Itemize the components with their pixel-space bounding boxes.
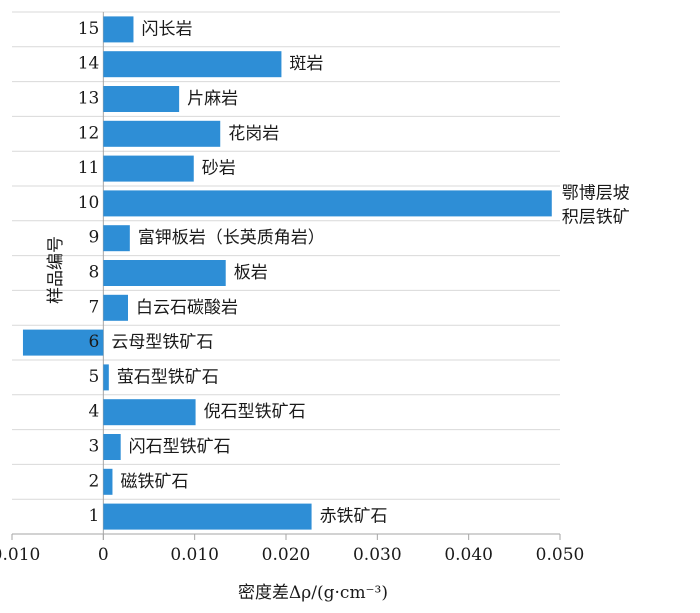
category-label: 12 <box>78 123 100 143</box>
x-axis-title-unit: Δρ/(g·cm⁻³) <box>289 583 388 603</box>
x-tick-label: 0.050 <box>536 545 585 565</box>
category-label: 1 <box>89 506 100 526</box>
category-label: 8 <box>89 263 100 283</box>
category-label: 14 <box>78 54 100 74</box>
bar <box>103 120 221 147</box>
category-label: 9 <box>89 228 100 248</box>
bar-label: 斑岩 <box>289 54 323 74</box>
bar-label: 片麻岩 <box>187 89 238 109</box>
bar <box>103 364 109 391</box>
bar-label: 云母型铁矿石 <box>111 333 213 353</box>
x-tick-label: 0.030 <box>353 545 402 565</box>
bar <box>103 399 196 426</box>
category-label: 11 <box>78 158 100 178</box>
bar <box>22 329 104 356</box>
category-label: 4 <box>89 402 100 422</box>
category-label: 7 <box>89 297 100 317</box>
bar-label: 磁铁矿石 <box>120 472 188 492</box>
bar-label: 赤铁矿石 <box>320 507 388 527</box>
bar-label: 鄂博层坡积层铁矿 <box>562 183 630 227</box>
bars <box>22 16 552 530</box>
bar-label: 富钾板岩（长英质角岩） <box>138 228 325 248</box>
bar <box>103 468 113 495</box>
x-tick-label: 0.010 <box>0 545 40 565</box>
category-label: 2 <box>89 471 100 491</box>
bar <box>103 51 282 78</box>
bar-label: 萤石型铁矿石 <box>117 367 219 387</box>
y-axis-title: 样品编号 <box>46 236 66 304</box>
x-tick-label: 0.020 <box>262 545 311 565</box>
category-label: 13 <box>78 89 100 109</box>
bar-label: 板岩 <box>234 263 268 283</box>
x-tick-label: 0.040 <box>444 545 493 565</box>
category-label: 5 <box>89 367 100 387</box>
bar-label: 倪石型铁矿石 <box>204 402 306 422</box>
bar-label-line: 鄂博层坡 <box>562 183 630 203</box>
bar-label-line: 积层铁矿 <box>562 207 630 227</box>
bar <box>103 503 312 530</box>
x-axis-title: 密度差Δρ/(g·cm⁻³) <box>238 583 388 603</box>
x-tick-label: 0 <box>98 545 109 565</box>
bar-label: 砂岩 <box>202 159 236 179</box>
bar-label: 花岗岩 <box>228 124 279 144</box>
category-label: 3 <box>89 437 100 457</box>
bar <box>103 434 121 460</box>
x-axis: 0.010 0 0.010 0.020 0.030 0.040 0.050 <box>0 533 585 565</box>
bar <box>103 86 180 112</box>
bar <box>103 225 130 252</box>
bar <box>103 294 128 321</box>
bar <box>103 260 226 286</box>
bar <box>103 16 134 43</box>
bar <box>103 190 552 217</box>
bar-label: 白云石碳酸岩 <box>136 298 238 318</box>
bar-label: 闪长岩 <box>141 19 192 39</box>
category-label: 6 <box>89 332 100 352</box>
category-label: 10 <box>78 193 100 213</box>
bar-labels: 赤铁矿石 磁铁矿石 闪石型铁矿石 倪石型铁矿石 萤石型铁矿石 云母型铁矿石 白云石碳酸岩 板岩… <box>111 19 629 526</box>
x-axis-title-text: 密度差 <box>238 583 289 603</box>
bar-label: 闪石型铁矿石 <box>129 437 231 457</box>
category-label: 15 <box>78 19 100 39</box>
x-tick-label: 0.010 <box>170 545 219 565</box>
bar <box>103 155 194 182</box>
